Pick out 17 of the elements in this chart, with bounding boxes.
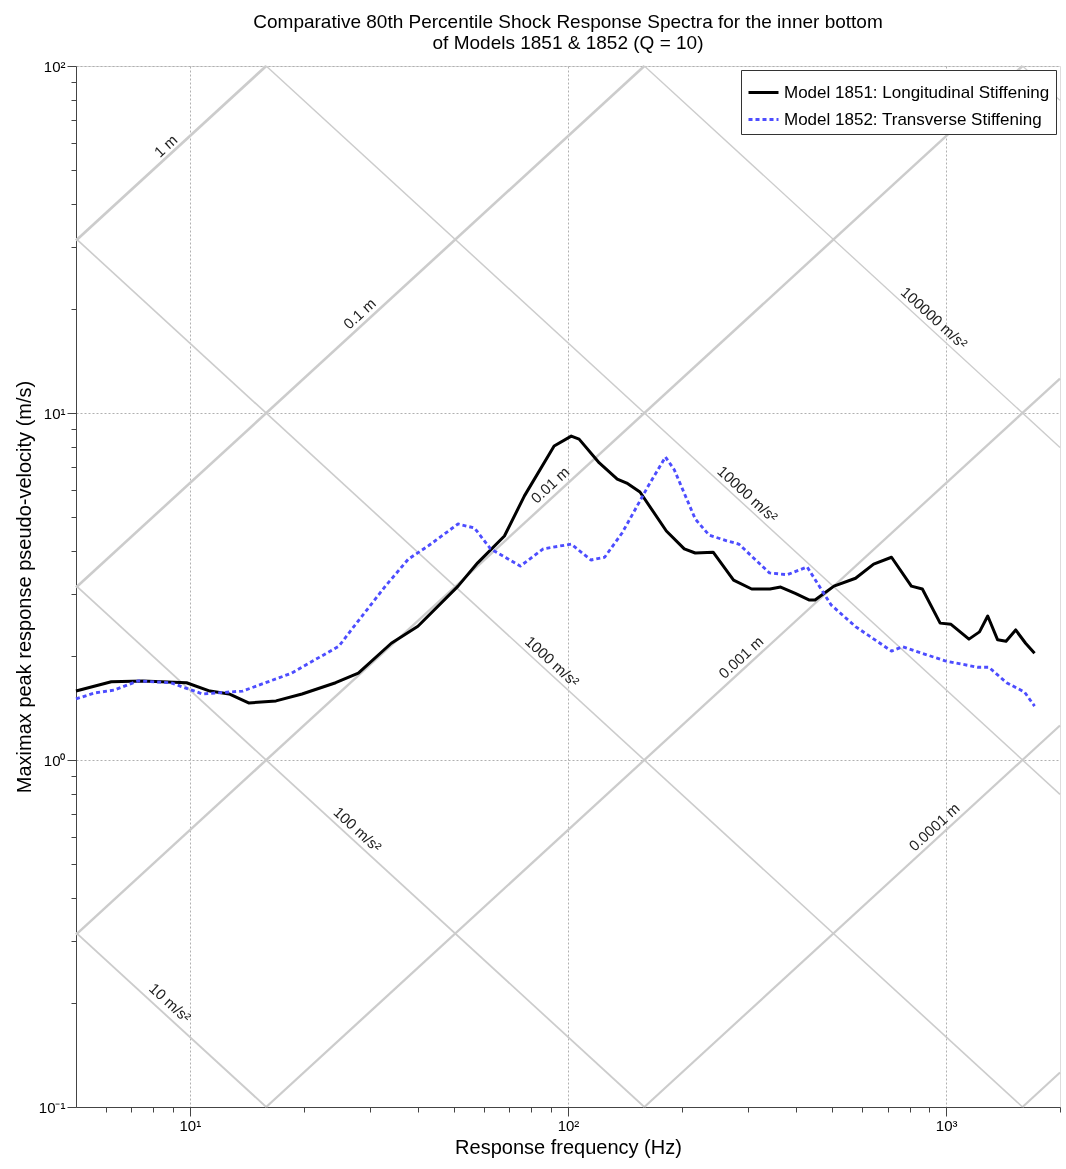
x-tick-label: 10¹ xyxy=(179,1116,202,1134)
annotation: 100 m/s² xyxy=(330,803,385,856)
legend-label: Model 1852: Transverse Stiffening xyxy=(784,109,1042,129)
y-tick-label: 10¹ xyxy=(43,404,66,422)
legend-label: Model 1851: Longitudinal Stiffening xyxy=(784,82,1050,102)
chart-title: Comparative 80th Percentile Shock Response Spectra for the inner bottom of Models 1851 & 1852 (Q = 10) xyxy=(253,11,883,53)
x-tick-label: 10³ xyxy=(935,1116,958,1134)
x-axis-title: Response frequency (Hz) xyxy=(455,1135,682,1158)
y-tick-label: 10⁻¹ xyxy=(38,1098,66,1116)
annotation: 10 m/s² xyxy=(146,979,195,1026)
annotation: 0.01 m xyxy=(527,463,573,507)
y-tick-label: 10² xyxy=(43,57,66,75)
annotation: 0.1 m xyxy=(339,294,379,333)
x-tick-label: 10² xyxy=(557,1116,580,1134)
annotation: 1 m xyxy=(150,130,181,161)
y-axis-title: Maximax peak response pseudo-velocity (m/s) xyxy=(12,380,35,794)
y-tick-label: 10⁰ xyxy=(43,751,66,769)
